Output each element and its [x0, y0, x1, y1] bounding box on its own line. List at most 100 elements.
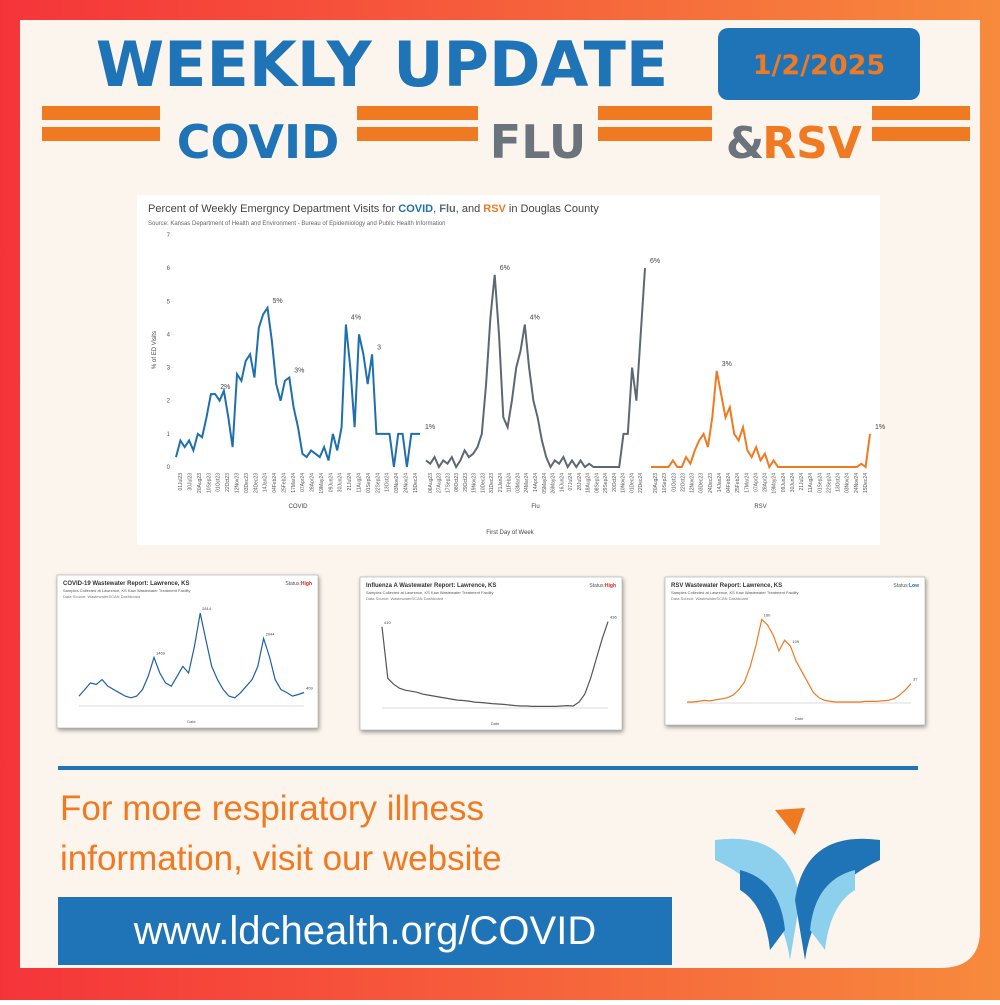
topic-flu: FLU — [490, 115, 586, 169]
thumb-xlabel: Date — [187, 719, 196, 724]
x-tick-label: 13Oct24 — [385, 473, 391, 492]
data-label: 1% — [875, 424, 885, 431]
data-label: 2044 — [266, 632, 276, 637]
thumb-xlabel: Date — [795, 716, 804, 721]
x-tick-label: 29Sep24 — [603, 473, 609, 493]
x-tick-label: 22Oct23 — [680, 473, 686, 492]
status-label: Status: — [285, 581, 301, 587]
x-tick-label: 01Sep24 — [817, 473, 823, 493]
x-tick-label: 28Apr24 — [763, 473, 769, 492]
topic-covid: COVID — [177, 115, 340, 169]
logo — [715, 808, 880, 960]
x-tick-label: 10Sep23 — [662, 473, 668, 493]
title-part: COVID — [398, 203, 433, 215]
x-tick-label: 24Mar24 — [524, 473, 530, 493]
topic-rsv: RSV — [762, 118, 862, 169]
x-tick-label: 08Sep24 — [594, 473, 600, 493]
x-tick-label: 19May24 — [772, 473, 778, 494]
x-tick-label: 03Dec23 — [699, 473, 705, 493]
data-label: 436 — [610, 615, 617, 620]
group-label: RSV — [754, 504, 766, 510]
x-tick-label: 20Aug23 — [653, 473, 659, 493]
x-tick-label: 22Sep24 — [826, 473, 832, 493]
x-tick-label: 10Nov24 — [621, 473, 627, 493]
url-box[interactable] — [58, 897, 672, 965]
x-tick-label: 14Jan24 — [263, 473, 269, 492]
thumb-status: Status:High — [589, 583, 616, 589]
x-tick-label: 10Dec23 — [480, 473, 486, 493]
x-tick-label: 15Dec24 — [863, 473, 869, 493]
series-line — [651, 370, 871, 470]
x-tick-label: 20Aug23 — [197, 473, 203, 493]
series-line — [687, 618, 912, 703]
url[interactable]: www.ldchealth.org/COVID — [133, 909, 596, 953]
x-tick-label: 30Jun24 — [790, 473, 796, 492]
x-tick-label: 08Oct23 — [454, 473, 460, 492]
x-tick-label: 10Sep23 — [206, 473, 212, 493]
x-tick-label: 16Jun24 — [559, 473, 565, 492]
title-part: , and — [456, 203, 484, 215]
x-tick-label: 21Jul24 — [347, 473, 353, 491]
x-tick-label: 01Oct23 — [671, 473, 677, 492]
x-tick-label: 19May24 — [319, 473, 325, 494]
thumb-source: Data Source: WastewaterSCAN Dashboard — [63, 594, 140, 599]
x-tick-label: 30Jul23 — [188, 473, 194, 491]
thumb-source: Data Source: WastewaterSCAN Dashboard — [366, 596, 443, 601]
topic-and: & — [726, 118, 764, 169]
y-tick-label: 6 — [167, 266, 171, 272]
data-label: 5% — [273, 298, 283, 305]
y-tick-label: 0 — [167, 465, 171, 471]
data-label: 160 — [764, 612, 771, 617]
status-value: High — [605, 583, 616, 589]
x-tick-label: 30Jun24 — [338, 473, 344, 492]
title-part: RSV — [483, 203, 506, 215]
status-label: Status: — [589, 583, 605, 589]
data-label: 3 — [377, 344, 381, 351]
x-tick-label: 03Nov24 — [394, 473, 400, 493]
x-tick-label: 03Dec23 — [244, 473, 250, 493]
status-label: Status: — [893, 583, 909, 589]
data-label: 2% — [220, 384, 230, 391]
x-tick-label: 13Oct24 — [836, 473, 842, 492]
x-tick-label: 07Jul24 — [568, 473, 574, 491]
x-tick-label: 25Feb24 — [735, 473, 741, 493]
data-label: 6% — [650, 258, 660, 265]
x-tick-label: 01Jul23 — [178, 473, 184, 491]
x-tick-label: 04Feb24 — [272, 473, 278, 493]
x-tick-label: 01Sep24 — [366, 473, 372, 493]
x-tick-label: 12Nov23 — [235, 473, 241, 493]
y-tick-label: 7 — [167, 233, 171, 239]
title-part: , — [433, 203, 439, 215]
data-label: 4% — [530, 314, 540, 321]
status-value: Low — [909, 583, 919, 589]
x-tick-label: 24Dec23 — [253, 473, 259, 493]
x-tick-label: 17Mar24 — [291, 473, 297, 493]
status-value: High — [301, 581, 312, 587]
data-label: 3% — [722, 361, 732, 368]
data-label: 109 — [792, 639, 799, 644]
thumb-title: RSV Wastewater Report: Lawrence, KS — [671, 583, 782, 589]
x-tick-label: 07Apr24 — [300, 473, 306, 492]
thumb-title: COVID-19 Wastewater Report: Lawrence, KS — [63, 581, 189, 587]
x-tick-label: 21Jan24 — [498, 473, 504, 492]
footer-line: information, visit our website — [60, 839, 502, 878]
thumb-subtitle: Samples Collected at Lawrence, KS Kaw Wa… — [366, 590, 493, 595]
main-chart-title: Percent of Weekly Emergncy Department Vi… — [148, 203, 599, 215]
thumb-title: Influenza A Wastewater Report: Lawrence,… — [366, 583, 496, 589]
x-tick-label: 31Dec23 — [489, 473, 495, 493]
x-tick-label: 14Jan24 — [717, 473, 723, 492]
x-tick-label: 18Aug24 — [586, 473, 592, 493]
header-title: WEEKLY UPDATE — [96, 28, 669, 101]
main-chart-box — [137, 195, 880, 545]
x-tick-label: 19Nov23 — [472, 473, 478, 493]
y-tick-label: 4 — [167, 332, 171, 338]
x-tick-label: 03Mar24 — [515, 473, 521, 493]
x-tick-label: 27Aug23 — [437, 473, 443, 493]
data-label: 410 — [384, 620, 391, 625]
data-label: 3% — [294, 368, 304, 375]
data-label: 2814 — [202, 606, 212, 611]
title-part: Flu — [439, 203, 456, 215]
x-tick-label: 24Dec23 — [708, 473, 714, 493]
thumb-subtitle: Samples Collected at Lawrence, KS Kaw Wa… — [671, 590, 798, 595]
